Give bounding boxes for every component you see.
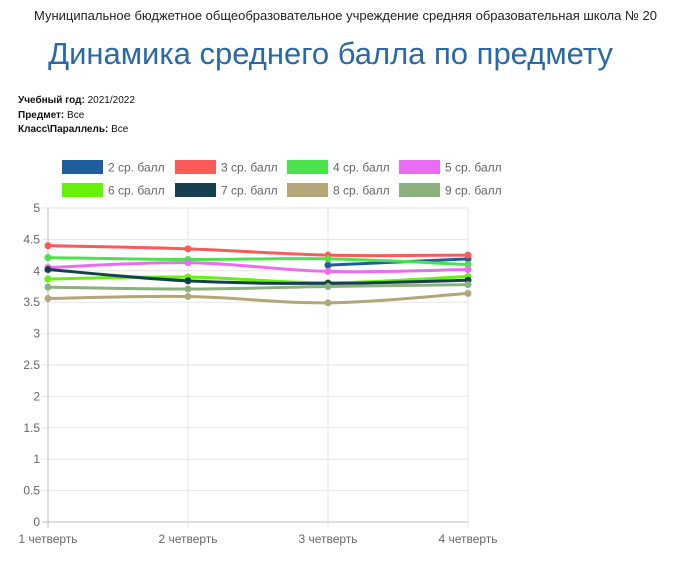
legend-swatch [287, 183, 328, 197]
filter-year-label: Учебный год: [18, 95, 85, 106]
legend-swatch [399, 160, 440, 174]
x-tick-label: 3 четверть [298, 532, 357, 546]
legend-swatch [62, 183, 103, 197]
legend-label: 3 ср. балл [221, 161, 278, 175]
data-point [324, 261, 332, 269]
filter-class-value: Все [111, 124, 129, 135]
data-point [324, 283, 332, 290]
data-point [184, 285, 192, 293]
data-point [464, 289, 472, 297]
data-point [464, 281, 472, 289]
data-point [44, 275, 52, 283]
y-tick-label: 0 [33, 515, 40, 529]
data-point [184, 293, 192, 301]
y-tick-label: 4 [33, 264, 40, 278]
y-tick-label: 1.5 [23, 421, 40, 435]
data-point [184, 277, 192, 285]
y-tick-label: 2.5 [23, 358, 40, 372]
data-point [44, 242, 52, 250]
x-tick-label: 2 четверть [158, 532, 217, 546]
series-line [47, 256, 469, 267]
filter-subject-value: Все [67, 109, 85, 121]
y-tick-label: 1 [33, 452, 40, 466]
data-point [184, 245, 192, 253]
legend-swatch [287, 160, 328, 174]
x-tick-label: 1 четверть [18, 532, 77, 546]
legend-swatch [62, 160, 103, 174]
line-chart: 2 ср. балл 3 ср. балл 4 ср. балл 5 ср. балл… [18, 160, 502, 546]
legend-label: 6 ср. балл [108, 184, 165, 198]
y-tick-label: 0.5 [23, 484, 40, 498]
school-name: Муниципальное бюджетное общеобразователь… [33, 8, 658, 23]
data-point [324, 267, 332, 275]
y-tick-label: 3.5 [23, 295, 40, 309]
data-point [44, 294, 52, 302]
report-filters: Учебный год: 2021/2022 Предмет: Все Клас… [18, 94, 135, 138]
series-line [47, 261, 469, 274]
data-point [44, 283, 52, 291]
y-tick-label: 5 [33, 201, 40, 215]
series-line [47, 291, 469, 305]
legend-label: 7 ср. балл [221, 184, 278, 198]
legend-label: 2 ср. балл [108, 161, 165, 175]
legend-label: 9 ср. балл [445, 184, 502, 198]
filter-subject-label: Предмет: [18, 109, 65, 121]
x-tick-label: 4 четверть [438, 532, 497, 546]
legend-swatch [399, 183, 440, 197]
data-point [184, 259, 192, 267]
page-title: Динамика среднего балла по предмету [48, 36, 613, 71]
data-point [44, 254, 52, 262]
series-line [47, 274, 469, 285]
y-tick-label: 3 [33, 327, 40, 341]
data-point [44, 266, 52, 274]
filter-class: Класс\Параллель: Все [18, 123, 135, 138]
data-point [464, 266, 472, 274]
series-line [47, 283, 469, 291]
filter-year-value: 2021/2022 [87, 95, 135, 106]
data-point [464, 261, 472, 269]
y-tick-label: 2 [33, 389, 40, 403]
filter-class-label: Класс\Параллель: [18, 124, 109, 135]
legend-label: 4 ср. балл [333, 161, 390, 175]
series-line [47, 268, 469, 285]
data-point [324, 255, 332, 263]
legend-swatch [175, 160, 216, 174]
filter-subject: Предмет: Все [18, 109, 135, 124]
series-line [47, 244, 469, 258]
y-tick-label: 4.5 [23, 232, 40, 246]
data-point [324, 299, 332, 307]
legend-label: 8 ср. балл [333, 184, 390, 198]
filter-year: Учебный год: 2021/2022 [18, 94, 135, 109]
legend-label: 5 ср. балл [445, 161, 502, 175]
legend-swatch [175, 183, 216, 197]
data-point [464, 251, 472, 259]
